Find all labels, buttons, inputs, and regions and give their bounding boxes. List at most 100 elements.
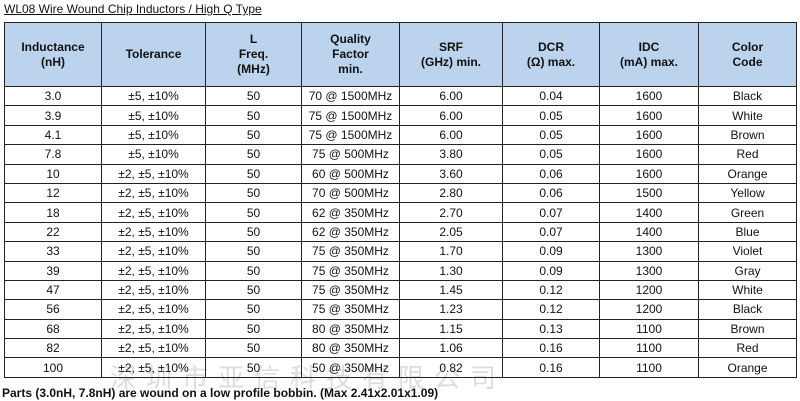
cell-l-freq: 50	[205, 85, 302, 107]
cell-dcr: 0.07	[502, 221, 600, 243]
table-body: 3.0 ±5, ±10% 50 70 @ 1500MHz 6.00 0.04 1600 Bla…	[4, 85, 797, 378]
cell-l-freq: 50	[205, 221, 302, 243]
cell-dcr: 0.09	[502, 260, 600, 281]
cell-inductance: 56	[4, 299, 102, 320]
cell-dcr: 0.12	[502, 279, 600, 301]
cell-color-code: Green	[698, 202, 797, 223]
table-row: 4.1 ±5, ±10% 50 75 @ 1500MHz 6.00 0.05 1600 Bro…	[4, 124, 797, 146]
cell-srf: 1.15	[399, 318, 503, 340]
header-tolerance: Tolerance	[101, 22, 206, 87]
cell-tolerance: ±2, ±5, ±10%	[101, 279, 206, 301]
cell-inductance: 10	[4, 163, 102, 184]
cell-inductance: 22	[4, 221, 102, 243]
cell-idc: 1500	[599, 182, 699, 204]
cell-color-code: Gray	[698, 260, 797, 281]
cell-l-freq: 50	[205, 241, 302, 262]
cell-idc: 1600	[599, 105, 699, 126]
cell-inductance: 3.9	[4, 105, 102, 126]
cell-l-freq: 50	[205, 279, 302, 301]
cell-l-freq: 50	[205, 105, 302, 126]
cell-color-code: Red	[698, 338, 797, 359]
cell-tolerance: ±5, ±10%	[101, 144, 206, 165]
cell-tolerance: ±2, ±5, ±10%	[101, 163, 206, 184]
header-line: DCR	[538, 39, 564, 54]
header-line: Code	[732, 54, 763, 69]
header-line: IDC	[638, 39, 660, 54]
cell-inductance: 18	[4, 202, 102, 223]
cell-idc: 1200	[599, 299, 699, 320]
cell-tolerance: ±2, ±5, ±10%	[101, 338, 206, 359]
header-dcr: DCR (Ω) max.	[502, 22, 600, 87]
table-row: 18 ±2, ±5, ±10% 50 62 @ 350MHz 2.70 0.07 1400 G…	[4, 202, 797, 223]
header-srf: SRF (GHz) min.	[399, 22, 503, 87]
header-line: Factor	[332, 47, 369, 61]
cell-l-freq: 50	[205, 260, 302, 281]
header-line: Freq.	[238, 47, 269, 61]
cell-color-code: White	[698, 279, 797, 301]
cell-srf: 2.05	[399, 221, 503, 243]
cell-color-code: Brown	[698, 124, 797, 146]
cell-dcr: 0.05	[502, 144, 600, 165]
cell-l-freq: 50	[205, 202, 302, 223]
cell-tolerance: ±2, ±5, ±10%	[101, 221, 206, 243]
header-line: (GHz) min.	[421, 54, 481, 69]
cell-idc: 1600	[599, 124, 699, 146]
table-row: 12 ±2, ±5, ±10% 50 70 @ 500MHz 2.80 0.06 1500 Y…	[4, 182, 797, 204]
cell-quality-factor: 75 @ 1500MHz	[301, 105, 400, 126]
cell-idc: 1200	[599, 279, 699, 301]
cell-quality-factor: 50 @ 350MHz	[301, 357, 400, 378]
cell-idc: 1600	[599, 144, 699, 165]
cell-idc: 1400	[599, 221, 699, 243]
cell-idc: 1600	[599, 163, 699, 184]
cell-quality-factor: 62 @ 350MHz	[301, 221, 400, 243]
cell-dcr: 0.04	[502, 85, 600, 107]
cell-color-code: Orange	[698, 163, 797, 184]
cell-srf: 6.00	[399, 124, 503, 146]
cell-color-code: White	[698, 105, 797, 126]
cell-idc: 1400	[599, 202, 699, 223]
cell-dcr: 0.13	[502, 318, 600, 340]
header-l-freq: L Freq. (MHz)	[205, 22, 302, 87]
cell-dcr: 0.09	[502, 241, 600, 262]
header-line: Inductance	[21, 39, 85, 54]
header-color-code: Color Code	[698, 22, 797, 87]
cell-tolerance: ±2, ±5, ±10%	[101, 260, 206, 281]
cell-quality-factor: 75 @ 350MHz	[301, 241, 400, 262]
cell-l-freq: 50	[205, 318, 302, 340]
cell-tolerance: ±5, ±10%	[101, 124, 206, 146]
cell-color-code: Black	[698, 85, 797, 107]
cell-tolerance: ±2, ±5, ±10%	[101, 202, 206, 223]
cell-l-freq: 50	[205, 357, 302, 378]
cell-dcr: 0.07	[502, 202, 600, 223]
cell-quality-factor: 75 @ 350MHz	[301, 260, 400, 281]
cell-idc: 1600	[599, 85, 699, 107]
cell-dcr: 0.06	[502, 182, 600, 204]
cell-idc: 1100	[599, 318, 699, 340]
header-line: Quality	[330, 32, 371, 46]
header-line: SRF	[439, 39, 463, 54]
cell-srf: 6.00	[399, 105, 503, 126]
cell-l-freq: 50	[205, 163, 302, 184]
cell-l-freq: 50	[205, 144, 302, 165]
cell-quality-factor: 70 @ 500MHz	[301, 182, 400, 204]
cell-inductance: 68	[4, 318, 102, 340]
cell-idc: 1100	[599, 357, 699, 378]
cell-tolerance: ±2, ±5, ±10%	[101, 357, 206, 378]
cell-quality-factor: 70 @ 1500MHz	[301, 85, 400, 107]
cell-quality-factor: 80 @ 350MHz	[301, 318, 400, 340]
cell-quality-factor: 60 @ 500MHz	[301, 163, 400, 184]
cell-color-code: Red	[698, 144, 797, 165]
table-row: 56 ±2, ±5, ±10% 50 75 @ 350MHz 1.23 0.12 1200 B…	[4, 299, 797, 320]
table-header-row: Inductance (nH) Tolerance L Freq. (MHz) Qualit…	[4, 22, 797, 87]
table-row: 3.0 ±5, ±10% 50 70 @ 1500MHz 6.00 0.04 1600 Bla…	[4, 85, 797, 107]
header-line: (MHz)	[237, 62, 270, 76]
table-row: 10 ±2, ±5, ±10% 50 60 @ 500MHz 3.60 0.06 1600 O…	[4, 163, 797, 184]
cell-color-code: Blue	[698, 221, 797, 243]
cell-quality-factor: 75 @ 350MHz	[301, 299, 400, 320]
cell-inductance: 47	[4, 279, 102, 301]
table-row: 39 ±2, ±5, ±10% 50 75 @ 350MHz 1.30 0.09 1300 G…	[4, 260, 797, 281]
cell-color-code: Orange	[698, 357, 797, 378]
cell-dcr: 0.12	[502, 299, 600, 320]
cell-dcr: 0.06	[502, 163, 600, 184]
table-row: 82 ±2, ±5, ±10% 50 80 @ 350MHz 1.06 0.16 1100 R…	[4, 338, 797, 359]
